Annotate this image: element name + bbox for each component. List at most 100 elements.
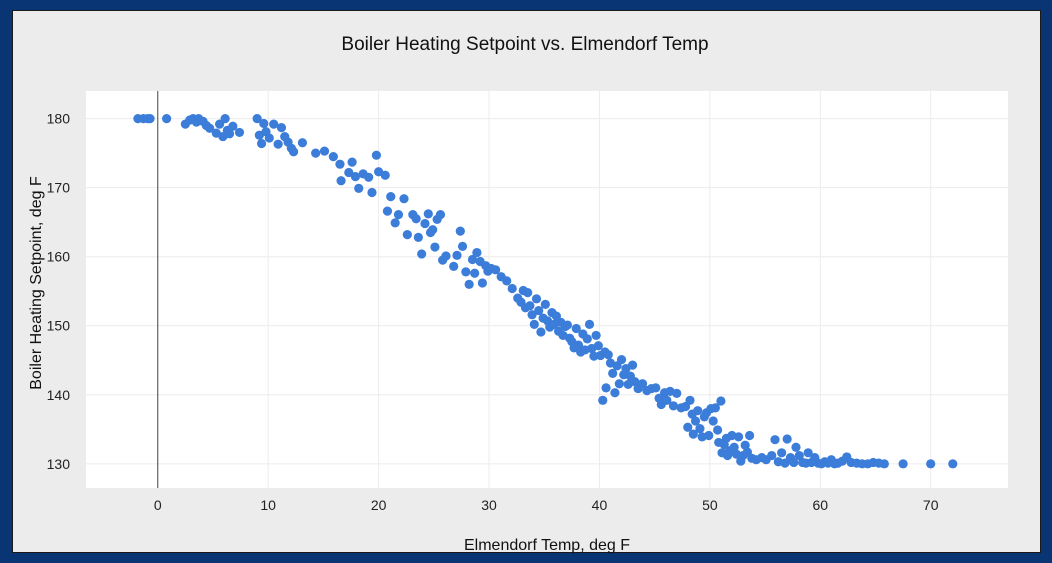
data-point: [767, 450, 777, 461]
data-point: [380, 170, 390, 180]
data-point: [252, 114, 262, 124]
data-point: [791, 442, 801, 452]
data-point: [420, 218, 430, 229]
data-point: [601, 383, 611, 393]
data-point: [224, 129, 235, 139]
x-tick-label: 40: [592, 497, 608, 513]
data-point: [288, 147, 299, 157]
data-point: [614, 379, 624, 389]
data-point: [472, 247, 482, 258]
data-point: [228, 121, 238, 131]
data-point: [733, 432, 744, 442]
data-point: [651, 383, 661, 393]
x-tick-label: 30: [481, 497, 497, 513]
x-tick-label: 70: [923, 497, 939, 513]
data-point: [608, 368, 618, 378]
data-point: [710, 403, 720, 413]
data-point: [603, 350, 613, 360]
x-tick-label: 50: [702, 497, 718, 513]
data-point: [390, 218, 400, 228]
data-point: [259, 118, 269, 129]
data-point: [668, 401, 679, 411]
data-point: [347, 157, 357, 167]
data-point: [461, 267, 471, 277]
data-point: [344, 167, 354, 178]
data-point: [371, 150, 382, 160]
data-point: [457, 241, 468, 251]
data-point: [879, 459, 889, 469]
data-point: [430, 242, 440, 252]
data-point: [417, 249, 427, 259]
data-point: [525, 301, 535, 311]
y-tick-label: 150: [47, 318, 71, 334]
data-point: [205, 123, 215, 133]
y-tick-labels: 130 140 150 160 170 180: [47, 111, 71, 472]
data-point: [319, 146, 330, 156]
data-point: [729, 442, 739, 452]
data-point: [898, 459, 908, 469]
data-point: [269, 119, 279, 129]
data-point: [477, 278, 488, 288]
y-tick-label: 140: [47, 387, 71, 403]
data-point: [413, 232, 423, 242]
data-point: [523, 288, 533, 298]
data-point: [610, 388, 620, 398]
data-point: [695, 424, 705, 434]
data-point: [311, 148, 321, 158]
data-point: [789, 457, 799, 468]
y-tick-label: 170: [47, 180, 71, 196]
y-tick-label: 180: [47, 111, 71, 127]
data-point: [145, 114, 155, 124]
data-point: [399, 194, 409, 204]
data-point: [428, 225, 438, 235]
y-tick-label: 130: [47, 456, 71, 472]
grid-lines: [86, 91, 1008, 488]
data-point: [441, 251, 451, 261]
data-point: [502, 276, 512, 286]
data-point: [467, 254, 478, 265]
data-point: [582, 334, 592, 344]
data-point: [393, 209, 404, 220]
x-axis-label: Elmendorf Temp, deg F: [464, 537, 630, 554]
data-point: [256, 138, 267, 149]
data-point: [411, 214, 421, 224]
y-tick-label: 160: [47, 249, 71, 265]
x-tick-label: 10: [260, 497, 276, 513]
data-point: [740, 440, 750, 450]
data-point: [589, 351, 599, 361]
data-point: [693, 406, 703, 416]
data-point: [803, 448, 813, 458]
data-point: [354, 183, 364, 193]
x-tick-labels: 0 10 20 30 40 50 60 70: [154, 497, 939, 513]
data-point: [220, 114, 230, 124]
data-point: [297, 138, 308, 148]
data-point: [449, 261, 459, 271]
data-point: [455, 226, 465, 236]
data-point: [162, 114, 172, 124]
x-tick-label: 60: [812, 497, 828, 513]
data-point: [234, 127, 245, 138]
data-point: [745, 430, 755, 441]
data-point: [716, 396, 726, 406]
chart-title: Boiler Heating Setpoint vs. Elmendorf Te…: [341, 34, 708, 55]
data-point: [464, 279, 474, 289]
y-axis-label: Boiler Heating Setpoint, deg F: [28, 176, 45, 390]
data-points: [133, 114, 958, 469]
data-point: [672, 388, 682, 399]
data-point: [690, 416, 701, 426]
data-point: [452, 250, 462, 260]
data-point: [685, 395, 695, 405]
data-point: [529, 319, 539, 329]
data-point: [562, 320, 573, 330]
data-point: [616, 354, 627, 365]
data-point: [593, 341, 603, 351]
data-point: [423, 209, 433, 219]
data-point: [336, 176, 346, 186]
data-point: [507, 283, 517, 294]
data-point: [573, 340, 584, 350]
data-point: [712, 425, 723, 435]
data-point: [683, 422, 693, 432]
data-point: [782, 434, 792, 444]
data-point: [273, 139, 283, 149]
